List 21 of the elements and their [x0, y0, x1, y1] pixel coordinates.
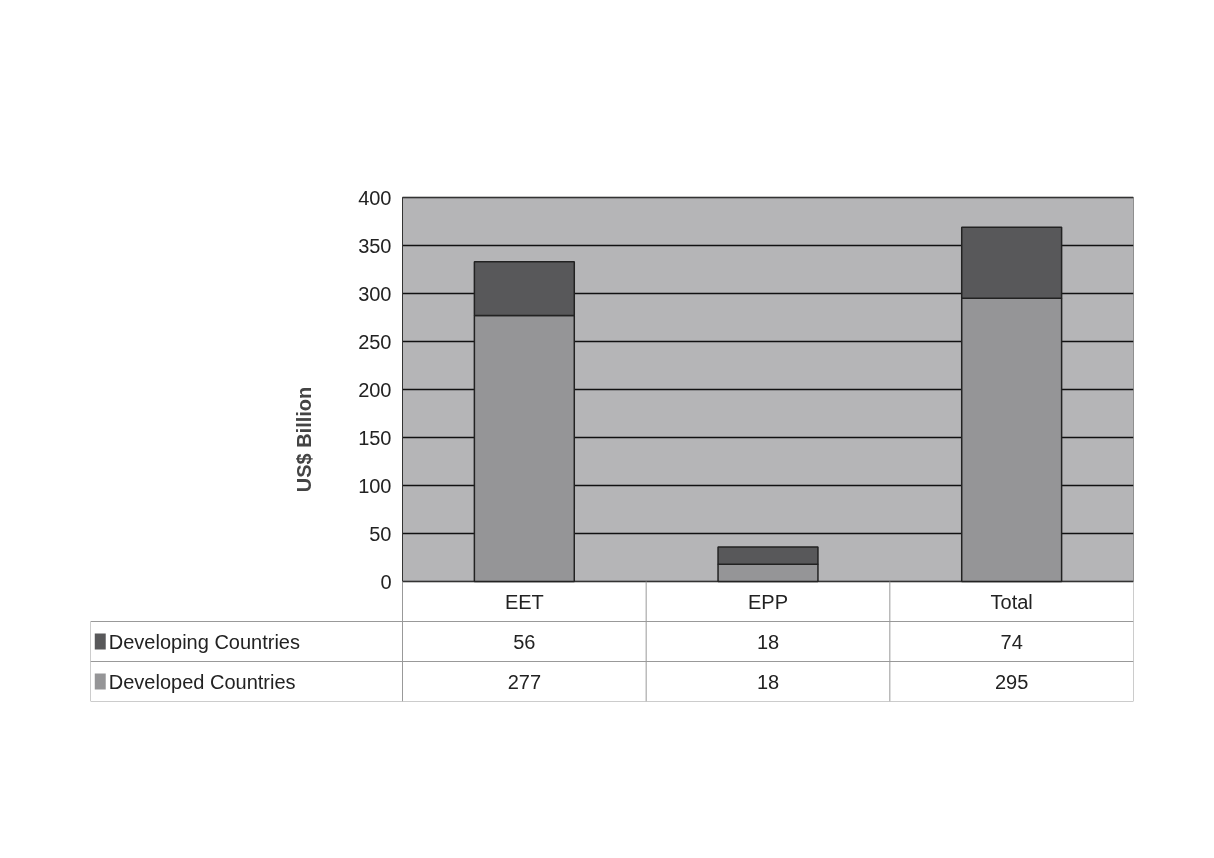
- legend-label: Developing Countries: [108, 630, 301, 653]
- data-label: 74: [1000, 630, 1023, 653]
- y-tick-label: 250: [358, 330, 392, 353]
- data-label: 18: [756, 630, 780, 653]
- legend-label: Developed Countries: [108, 670, 296, 693]
- y-tick-label: 350: [358, 234, 392, 257]
- data-label: 295: [994, 670, 1029, 693]
- data-label: 277: [507, 670, 542, 693]
- x-tick-label: Total: [990, 590, 1033, 613]
- x-tick-label: EET: [504, 590, 544, 613]
- y-axis-title: US$ Billion: [293, 386, 316, 493]
- data-label: 56: [513, 630, 536, 653]
- y-tick-label: 300: [358, 282, 392, 305]
- y-tick-label: 0: [380, 570, 392, 593]
- y-tick-label: 50: [369, 522, 392, 545]
- y-tick-label: 100: [358, 474, 392, 497]
- y-tick-label: 400: [358, 186, 392, 209]
- y-tick-label: 200: [358, 378, 392, 401]
- data-label: 18: [756, 670, 780, 693]
- x-tick-label: EPP: [747, 590, 789, 613]
- y-tick-label: 150: [358, 426, 392, 449]
